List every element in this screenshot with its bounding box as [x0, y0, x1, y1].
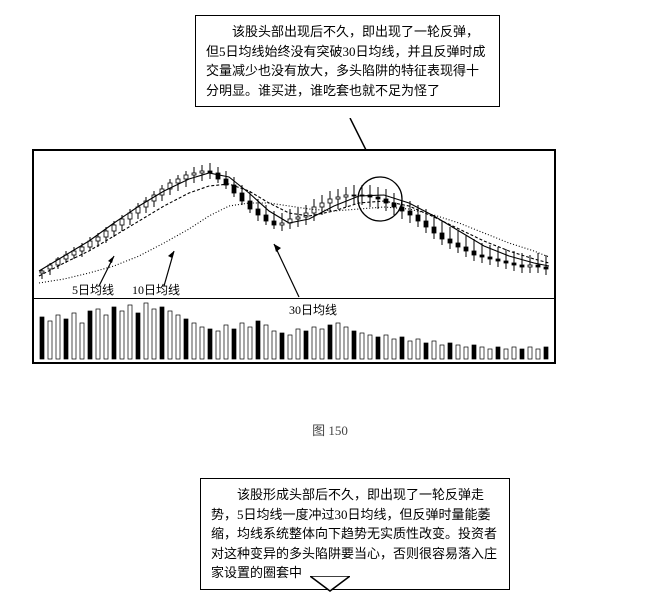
ma5-label: 5日均线	[72, 281, 114, 298]
callout-top: 该股头部出现后不久，即出现了一轮反弹，但5日均线始终没有突破30日均线，并且反弹…	[195, 15, 500, 107]
callout-bottom-pointer	[310, 576, 350, 592]
ma10-label: 10日均线	[132, 281, 180, 298]
stock-chart: 5日均线 10日均线 30日均线	[32, 149, 556, 364]
callout-bottom: 该股形成头部后不久，即出现了一轮反弹走势，5日均线一度冲过30日均线，但反弹时量…	[200, 478, 510, 590]
callout-bottom-text: 该股形成头部后不久，即出现了一轮反弹走势，5日均线一度冲过30日均线，但反弹时量…	[211, 487, 497, 580]
callout-top-text: 该股头部出现后不久，即出现了一轮反弹，但5日均线始终没有突破30日均线，并且反弹…	[206, 24, 486, 98]
ma-arrow-30	[259, 239, 319, 299]
volume-panel: 30日均线	[34, 299, 554, 362]
figure-caption: 图 150	[0, 420, 660, 439]
ma30-label: 30日均线	[289, 301, 337, 318]
price-panel: 5日均线 10日均线	[34, 151, 554, 299]
